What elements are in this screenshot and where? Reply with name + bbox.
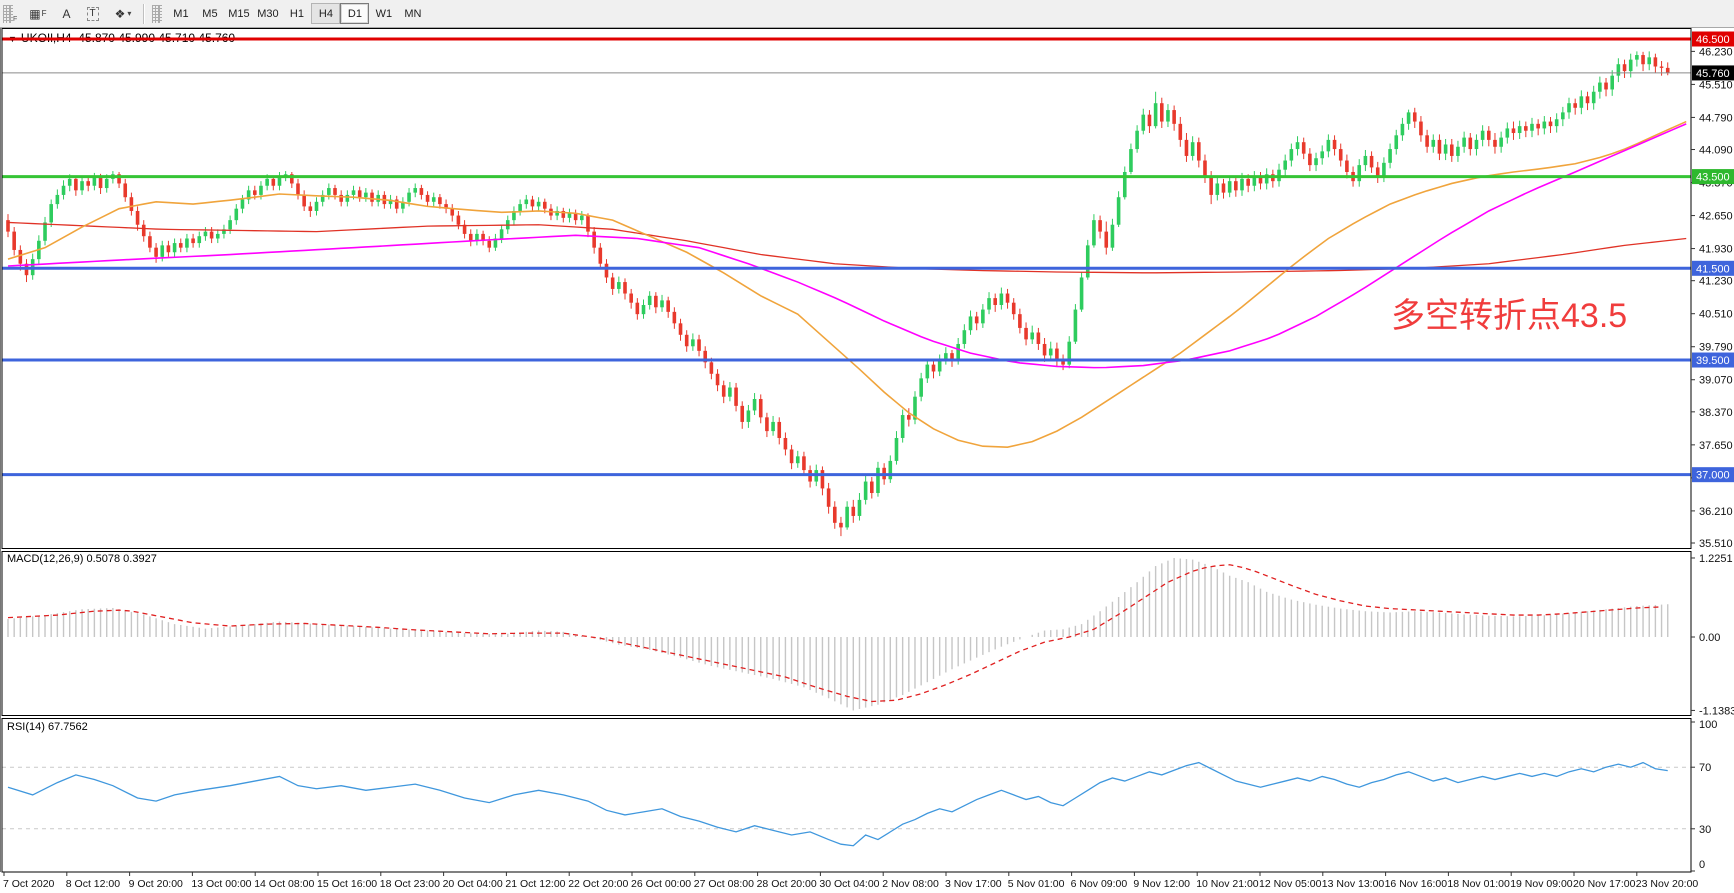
- svg-text:70: 70: [1699, 762, 1711, 774]
- svg-text:15 Oct 16:00: 15 Oct 16:00: [317, 878, 377, 890]
- svg-text:9 Oct 20:00: 9 Oct 20:00: [129, 878, 183, 890]
- candles-layer: [6, 51, 1670, 537]
- svg-text:46.230: 46.230: [1699, 46, 1733, 58]
- svg-text:35.510: 35.510: [1699, 538, 1733, 550]
- svg-text:39.500: 39.500: [1696, 355, 1730, 367]
- main-price-panel[interactable]: [2, 37, 1691, 537]
- timeframe-bar: M1 M5 M15 M30 H1 H4 D1 W1 MN: [166, 3, 427, 24]
- svg-text:41.930: 41.930: [1699, 244, 1733, 256]
- svg-text:9 Nov 12:00: 9 Nov 12:00: [1133, 878, 1190, 890]
- dropdown-arrow-icon: ▾: [127, 9, 132, 18]
- timeframe-d1-button[interactable]: D1: [340, 3, 370, 24]
- svg-text:20 Oct 04:00: 20 Oct 04:00: [443, 878, 503, 890]
- svg-text:44.790: 44.790: [1699, 112, 1733, 124]
- toolbar-separator: [143, 3, 146, 24]
- svg-text:10 Nov 21:00: 10 Nov 21:00: [1196, 878, 1259, 890]
- svg-text:22 Oct 20:00: 22 Oct 20:00: [568, 878, 628, 890]
- svg-text:40.510: 40.510: [1699, 309, 1733, 321]
- svg-text:45.760: 45.760: [1696, 68, 1730, 80]
- macd-panel[interactable]: [7, 557, 1669, 711]
- svg-text:37.000: 37.000: [1696, 470, 1730, 482]
- svg-text:37.650: 37.650: [1699, 440, 1733, 452]
- svg-text:45.510: 45.510: [1699, 79, 1733, 91]
- timeframe-h4-button[interactable]: H4: [311, 3, 341, 24]
- svg-text:41.230: 41.230: [1699, 276, 1733, 288]
- svg-text:18 Oct 23:00: 18 Oct 23:00: [380, 878, 440, 890]
- timeframe-m5-button[interactable]: M5: [195, 3, 224, 24]
- text-label-tool-button[interactable]: T: [80, 3, 106, 25]
- svg-text:0: 0: [1699, 859, 1705, 871]
- svg-text:8 Oct 12:00: 8 Oct 12:00: [66, 878, 120, 890]
- timeframe-h1-button[interactable]: H1: [282, 3, 311, 24]
- svg-text:5 Nov 01:00: 5 Nov 01:00: [1008, 878, 1065, 890]
- svg-text:12 Nov 05:00: 12 Nov 05:00: [1259, 878, 1322, 890]
- time-axis[interactable]: 7 Oct 2020 8 Oct 12:00 9 Oct 20:00 13 Oct 0…: [3, 872, 1698, 890]
- svg-text:41.500: 41.500: [1696, 263, 1730, 275]
- panel-borders: [0, 28, 1692, 873]
- svg-text:13 Oct 00:00: 13 Oct 00:00: [191, 878, 251, 890]
- ma-red-line: [7, 221, 1687, 274]
- timeframe-grip-icon[interactable]: [152, 4, 163, 23]
- toolbar-grip-icon[interactable]: [3, 4, 13, 23]
- svg-text:44.090: 44.090: [1699, 145, 1733, 157]
- price-scale[interactable]: 46.23045.51044.79044.09043.37042.65041.9…: [1691, 31, 1734, 872]
- text-label-tool-icon: T: [86, 6, 99, 21]
- shapes-tool-button[interactable]: ❖ ▾: [108, 3, 139, 25]
- timeframe-m30-button[interactable]: M30: [253, 3, 282, 24]
- svg-text:27 Oct 08:00: 27 Oct 08:00: [694, 878, 754, 890]
- svg-text:39.790: 39.790: [1699, 342, 1733, 354]
- timeframe-mn-button[interactable]: MN: [398, 3, 427, 24]
- timeframe-w1-button[interactable]: W1: [369, 3, 398, 24]
- toolbar-grip-label: F: [13, 16, 18, 23]
- ma-orange-line: [7, 120, 1687, 448]
- toolbar: F ▦ F A T ❖ ▾ M1 M5 M15 M30 H1 H4 D1 W1 MN: [0, 0, 1734, 28]
- svg-text:14 Oct 08:00: 14 Oct 08:00: [254, 878, 314, 890]
- svg-text:1.2251: 1.2251: [1699, 553, 1733, 565]
- cursor-a-tool-button[interactable]: A: [56, 3, 78, 25]
- svg-text:-1.1383: -1.1383: [1699, 705, 1734, 717]
- macd-signal-line: [7, 564, 1662, 703]
- svg-text:30 Oct 04:00: 30 Oct 04:00: [819, 878, 879, 890]
- timeframe-m1-button[interactable]: M1: [166, 3, 195, 24]
- svg-text:28 Oct 20:00: 28 Oct 20:00: [757, 878, 817, 890]
- svg-text:20 Nov 17:00: 20 Nov 17:00: [1573, 878, 1636, 890]
- ma-magenta-line: [7, 123, 1687, 369]
- svg-text:30: 30: [1699, 824, 1711, 836]
- svg-text:2 Nov 08:00: 2 Nov 08:00: [882, 878, 939, 890]
- svg-text:21 Oct 12:00: 21 Oct 12:00: [505, 878, 565, 890]
- svg-text:38.370: 38.370: [1699, 407, 1733, 419]
- svg-text:3 Nov 17:00: 3 Nov 17:00: [945, 878, 1002, 890]
- drawing-tools-group: ▦ F A T ❖ ▾: [21, 3, 139, 25]
- rsi-panel[interactable]: [2, 761, 1691, 847]
- shapes-tool-icon: ❖: [114, 6, 126, 21]
- svg-text:13 Nov 13:00: 13 Nov 13:00: [1322, 878, 1385, 890]
- svg-text:0.00: 0.00: [1699, 632, 1720, 644]
- rsi-line: [7, 761, 1668, 847]
- svg-text:6 Nov 09:00: 6 Nov 09:00: [1071, 878, 1128, 890]
- svg-text:39.070: 39.070: [1699, 375, 1733, 387]
- svg-text:43.500: 43.500: [1696, 172, 1730, 184]
- cursor-a-tool-icon: A: [62, 6, 71, 21]
- templates-tool-button[interactable]: ▦ F: [22, 3, 53, 25]
- svg-text:7 Oct 2020: 7 Oct 2020: [3, 878, 55, 890]
- svg-text:18 Nov 01:00: 18 Nov 01:00: [1447, 878, 1510, 890]
- svg-text:100: 100: [1699, 719, 1717, 731]
- svg-text:19 Nov 09:00: 19 Nov 09:00: [1510, 878, 1573, 890]
- timeframe-m15-button[interactable]: M15: [224, 3, 253, 24]
- svg-text:23 Nov 20:00: 23 Nov 20:00: [1636, 878, 1699, 890]
- templates-tool-sub-label: F: [41, 9, 47, 18]
- svg-text:16 Nov 16:00: 16 Nov 16:00: [1385, 878, 1448, 890]
- templates-tool-icon: ▦: [29, 6, 41, 21]
- svg-text:42.650: 42.650: [1699, 211, 1733, 223]
- svg-text:46.500: 46.500: [1696, 34, 1730, 46]
- svg-text:26 Oct 00:00: 26 Oct 00:00: [631, 878, 691, 890]
- svg-text:36.210: 36.210: [1699, 506, 1733, 518]
